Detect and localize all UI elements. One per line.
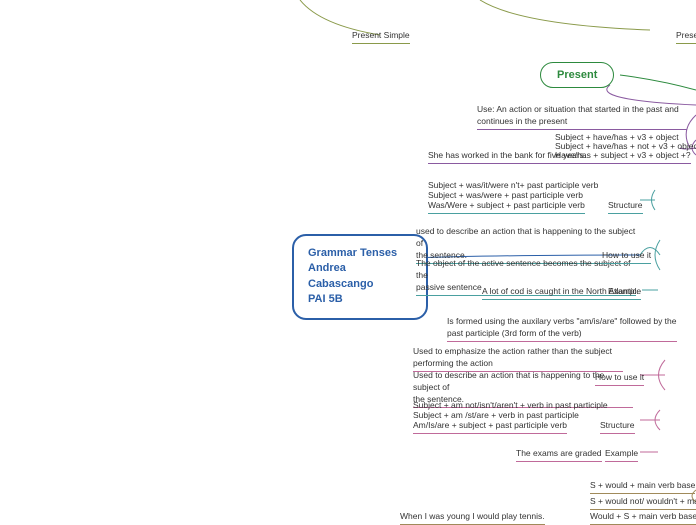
node-present-cut[interactable]: Prese [676,30,696,44]
central-title-1: Grammar Tenses [308,247,397,259]
node-p1-how-label[interactable]: How to use it [602,250,651,264]
node-bottom-4[interactable]: When I was young I would play tennis. [400,511,545,525]
node-bottom-1[interactable]: S + would + main verb base [590,480,695,494]
node-p2-formed[interactable]: Is formed using the auxilary verbs "am/i… [447,316,677,342]
central-title-2: Andrea Cabascango [308,262,373,289]
node-p2-use1[interactable]: Used to emphasize the action rather than… [413,346,623,372]
node-bottom-3[interactable]: Would + S + main verb base [590,511,696,525]
node-p2-example-label[interactable]: Example [605,448,638,462]
node-p2-how-label[interactable]: How to use it [595,372,644,386]
node-p2-example[interactable]: The exams are graded [516,448,602,462]
node-p2-s3[interactable]: Am/Is/are + subject + past participle ve… [413,420,567,434]
node-p1-example-label[interactable]: Example [608,286,641,300]
node-bottom-2[interactable]: S + would not/ wouldn't + ma [590,496,696,510]
central-title-3: PAI 5B [308,293,343,305]
node-present-bubble[interactable]: Present [540,62,614,88]
node-p1-s3[interactable]: Was/Were + subject + past participle ver… [428,200,585,214]
node-present-simple[interactable]: Present Simple [352,30,410,44]
central-node[interactable]: Grammar Tenses Andrea Cabascango PAI 5B [292,234,428,320]
node-perfect-use[interactable]: Use: An action or situation that started… [477,104,687,130]
node-perfect-s3[interactable]: Have/has + subject + v3 + object +? [555,150,691,164]
node-p1-structure-label[interactable]: Structure [608,200,643,214]
node-p2-structure-label[interactable]: Structure [600,420,635,434]
